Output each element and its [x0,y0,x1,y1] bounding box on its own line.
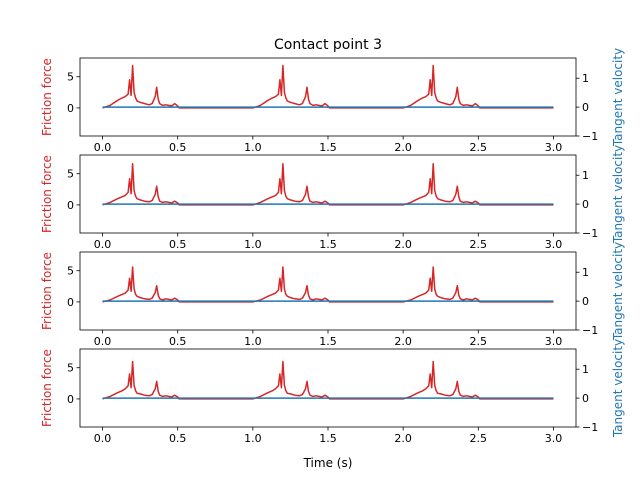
x-tick-label: 0.0 [94,238,112,251]
left-y-tick-label: 5 [67,265,74,278]
axes-frame [79,348,577,428]
x-tick-label: 1.5 [319,432,337,445]
right-y-tick-label: 1 [582,169,589,182]
friction-force-line [102,162,554,206]
friction-force-line [102,360,554,400]
subplot-3: 0.0 0.5 1.0 1.5 2.0 2.5 3.0 0 5 −1 0 1 Friction forc… [40,242,625,348]
friction-force-line [102,64,554,109]
left-y-tick-label: 0 [67,102,74,115]
left-y-tick-label: 0 [67,199,74,212]
x-tick-label: 2.0 [394,432,412,445]
x-tick-label: 3.0 [545,238,563,251]
right-y-tick-label: −1 [582,130,598,143]
x-tick-label: 1.0 [244,335,262,348]
left-y-tick-label: 0 [67,393,74,406]
x-tick-label: 0.5 [169,141,187,154]
right-y-tick-label: 1 [582,266,589,279]
x-tick-label: 2.0 [394,238,412,251]
x-tick-label: 3.0 [545,432,563,445]
x-tick-label: 2.0 [394,335,412,348]
left-y-axis-label: Friction force [40,155,54,233]
right-y-tick-label: 0 [582,295,589,308]
right-y-axis-label: Tangent velocity [611,145,625,244]
right-y-axis-label: Tangent velocity [611,48,625,147]
x-tick-label: 0.0 [94,141,112,154]
x-tick-label: 0.5 [169,335,187,348]
x-tick-label: 1.5 [319,238,337,251]
left-y-tick-label: 5 [67,362,74,375]
x-tick-label: 0.0 [94,335,112,348]
x-tick-label: 3.0 [545,335,563,348]
left-y-axis-label: Friction force [40,252,54,330]
x-tick-label: 1.5 [319,141,337,154]
left-y-axis-label: Friction force [40,58,54,136]
right-y-tick-label: 0 [582,198,589,211]
right-y-axis-label: Tangent velocity [611,339,625,438]
right-y-tick-label: 1 [582,363,589,376]
x-tick-label: 0.0 [94,432,112,445]
friction-force-line [102,266,554,303]
x-tick-label: 1.0 [244,141,262,154]
left-y-tick-label: 5 [67,168,74,181]
x-tick-label: 0.5 [169,432,187,445]
left-y-tick-label: 5 [67,71,74,84]
x-tick-label: 3.0 [545,141,563,154]
right-y-tick-label: 0 [582,392,589,405]
right-y-tick-label: −1 [582,421,598,434]
x-tick-label: 2.5 [470,432,488,445]
right-y-tick-label: 0 [582,101,589,114]
subplot-2: 0.0 0.5 1.0 1.5 2.0 2.5 3.0 0 5 −1 0 1 Friction forc… [40,145,625,251]
x-tick-label: 0.5 [169,238,187,251]
x-axis-label: Time (s) [303,456,353,470]
x-tick-label: 2.0 [394,141,412,154]
left-y-axis-label: Friction force [40,349,54,427]
axes-frame [79,251,577,331]
x-tick-label: 2.5 [470,238,488,251]
x-tick-label: 2.5 [470,141,488,154]
right-y-tick-label: −1 [582,324,598,337]
axes-frame [79,154,577,234]
x-tick-label: 1.0 [244,432,262,445]
chart-title: Contact point 3 [274,37,382,53]
right-y-tick-label: −1 [582,227,598,240]
x-tick-label: 1.5 [319,335,337,348]
x-tick-label: 2.5 [470,335,488,348]
right-y-axis-label: Tangent velocity [611,242,625,341]
subplots: 0.0 0.5 1.0 1.5 2.0 2.5 3.0 0 5 −1 0 1 Friction forc… [40,48,625,445]
right-y-tick-label: 1 [582,72,589,85]
x-tick-label: 1.0 [244,238,262,251]
left-y-tick-label: 0 [67,296,74,309]
subplot-4: 0.0 0.5 1.0 1.5 2.0 2.5 3.0 0 5 −1 0 1 Friction forc… [40,339,625,445]
subplot-1: 0.0 0.5 1.0 1.5 2.0 2.5 3.0 0 5 −1 0 1 Friction forc… [40,48,625,154]
